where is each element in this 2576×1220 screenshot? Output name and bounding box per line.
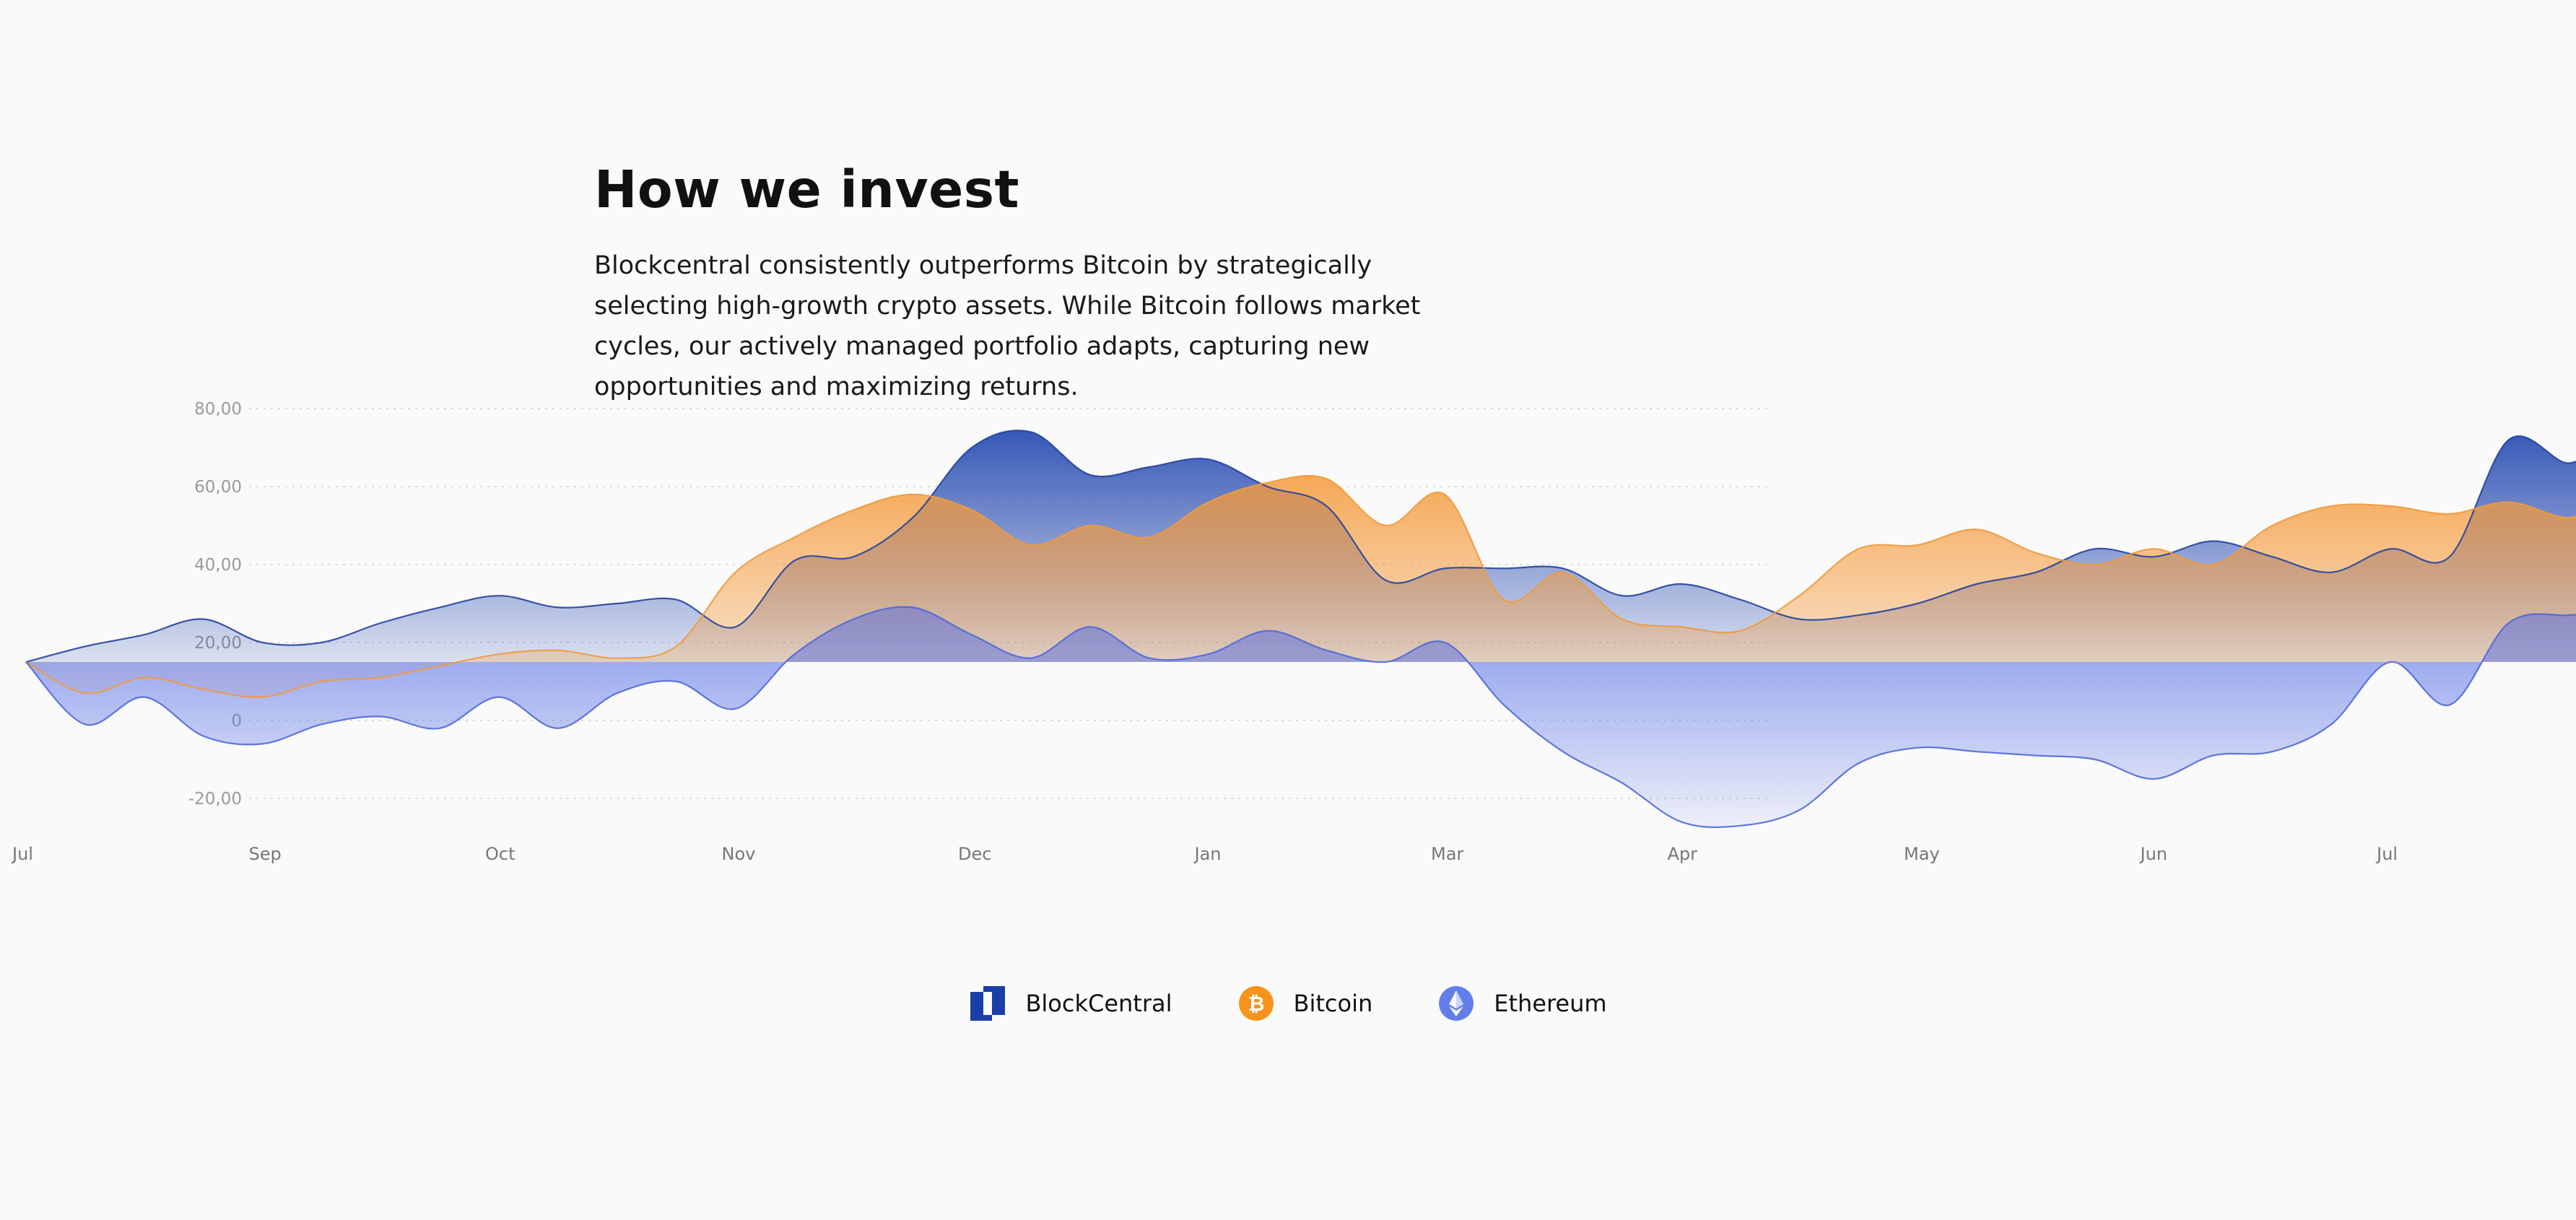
legend-label: Ethereum: [1494, 990, 1607, 1017]
series-area-bitcoin-above: [26, 475, 2576, 662]
svg-text:₿: ₿: [1248, 992, 1264, 1016]
x-tick-label: Dec: [958, 844, 991, 864]
y-tick-label: 40,00: [194, 556, 242, 575]
x-tick-label: Mar: [1431, 844, 1463, 864]
series-line-ethereum: [25, 606, 2576, 829]
legend-label: Bitcoin: [1293, 990, 1373, 1017]
hero-description: Blockcentral consistently outperforms Bi…: [594, 251, 1421, 401]
chart-legend: BlockCentral ₿ Bitcoin Ethereum: [0, 978, 2576, 1029]
series-line-blockcentral: [25, 430, 2576, 663]
y-tick-label: 80,00: [194, 400, 242, 419]
x-tick-label: Jul: [2375, 844, 2398, 864]
x-tick-label: Jan: [1193, 844, 1222, 864]
series-area-ethereum-below: [26, 662, 2576, 827]
blockcentral-logo-icon: [969, 985, 1006, 1022]
x-tick-label: Apr: [1668, 844, 1698, 864]
ethereum-icon: [1437, 985, 1475, 1022]
series-areas: [26, 430, 2576, 827]
hero-section: How we invest Blockcentral consistently …: [594, 157, 1461, 407]
x-tick-label: Nov: [722, 844, 756, 864]
x-axis: Jul Sep Oct Nov Dec Jan Mar Apr May Jun Jul: [11, 844, 2398, 864]
legend-item-ethereum[interactable]: Ethereum: [1437, 985, 1607, 1022]
series-lines: [25, 430, 2576, 829]
legend-item-bitcoin[interactable]: ₿ Bitcoin: [1237, 985, 1373, 1022]
bitcoin-icon: ₿: [1237, 985, 1275, 1022]
x-tick-label: Jun: [2139, 844, 2168, 864]
y-tick-label: -20,00: [188, 790, 242, 809]
x-tick-label: May: [1904, 844, 1940, 864]
legend-label: BlockCentral: [1025, 990, 1172, 1017]
x-tick-label: Oct: [485, 844, 515, 864]
x-tick-label: Sep: [249, 844, 282, 864]
y-tick-label: 60,00: [194, 478, 242, 497]
series-area-ethereum-above: [26, 606, 2576, 662]
page-title: How we invest: [594, 160, 1019, 219]
legend-item-blockcentral[interactable]: BlockCentral: [969, 985, 1172, 1022]
x-tick-label: Jul: [11, 844, 33, 864]
series-line-bitcoin: [25, 474, 2576, 698]
